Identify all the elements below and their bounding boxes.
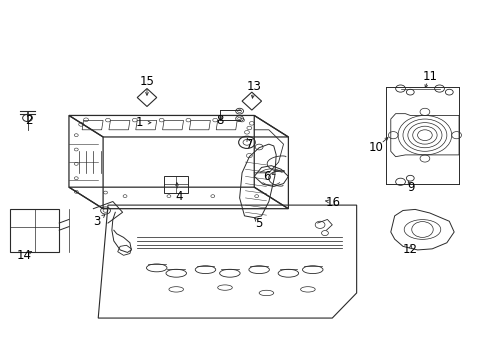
Text: 8: 8 — [216, 114, 224, 127]
Text: 4: 4 — [175, 190, 182, 203]
Text: 11: 11 — [422, 69, 436, 82]
Text: 10: 10 — [368, 141, 383, 154]
Text: 9: 9 — [407, 181, 414, 194]
Text: 7: 7 — [245, 138, 253, 150]
Text: 5: 5 — [255, 216, 262, 230]
Text: 15: 15 — [139, 75, 154, 88]
Text: 14: 14 — [17, 249, 32, 262]
Text: 2: 2 — [25, 114, 33, 127]
Text: 13: 13 — [246, 80, 261, 93]
Text: 3: 3 — [93, 215, 101, 228]
Text: 1: 1 — [136, 116, 143, 129]
Text: 16: 16 — [325, 196, 340, 209]
Text: 12: 12 — [402, 243, 417, 256]
Text: 6: 6 — [262, 170, 270, 183]
